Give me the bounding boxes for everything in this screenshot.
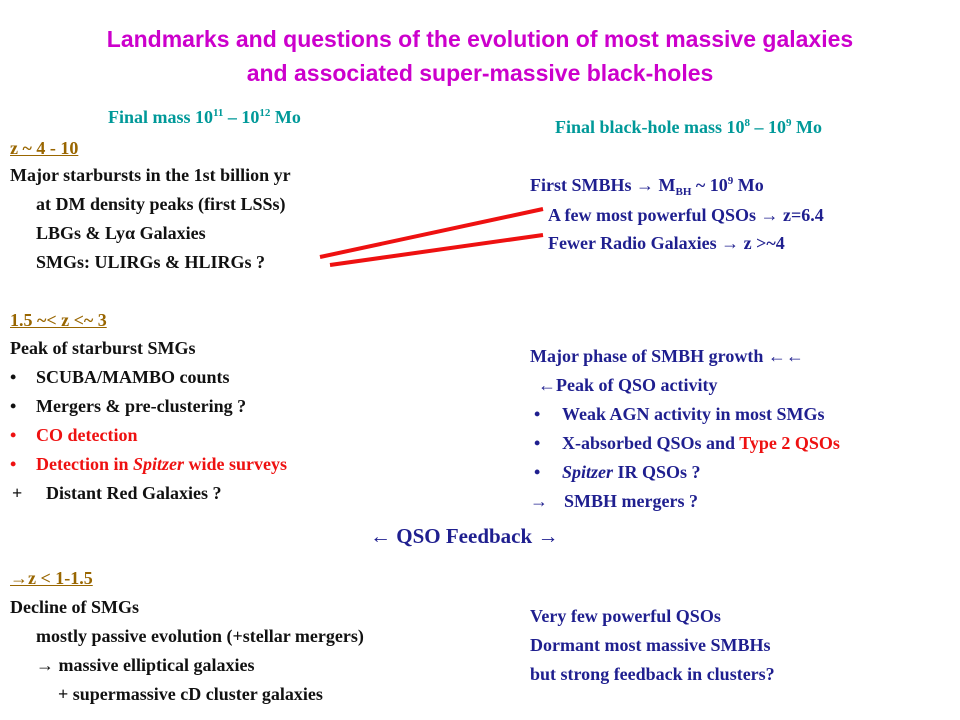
qso-peak-line: ←Peak of QSO activity	[538, 375, 718, 395]
era3-label: →z < 1-1.5	[10, 568, 93, 588]
era3-line: + supermassive cD cluster galaxies	[58, 684, 323, 704]
low-z-line: Dormant most massive SMBHs	[530, 635, 771, 655]
smbh-growth-line: Major phase of SMBH growth ←←	[530, 346, 804, 366]
right-arrow-icon: →	[10, 568, 28, 588]
smbh-mergers-line: → SMBH mergers ?	[530, 491, 698, 511]
bullet-glyph: •	[534, 404, 541, 424]
low-z-line: Very few powerful QSOs	[530, 606, 721, 626]
era3-line: Decline of SMGs	[10, 597, 139, 617]
left-arrow-icon: ←	[538, 375, 556, 395]
era1-label: z ~ 4 - 10	[10, 138, 79, 158]
era2-bullet: • CO detection	[10, 425, 138, 445]
connector-line	[319, 207, 544, 259]
era1-line: LBGs & Lyα Galaxies	[36, 223, 206, 243]
era2-bullet: • Detection in Spitzer wide surveys	[10, 454, 287, 474]
bullet-glyph: •	[10, 367, 17, 387]
era1-line: SMGs: ULIRGs & HLIRGs ?	[36, 252, 266, 272]
qso-feedback: ← QSO Feedback →	[370, 524, 559, 548]
right-heading: Final black-hole mass 108 – 109 Mo	[555, 117, 823, 137]
era2-plus-line: + Distant Red Galaxies ?	[12, 483, 222, 503]
era3-line: → massive elliptical galaxies	[36, 655, 255, 675]
right-arrow-icon: →	[760, 205, 779, 225]
smbh-qso-line: A few most powerful QSOs → z=6.4	[548, 205, 824, 225]
bullet-glyph: •	[10, 454, 17, 474]
bullet-glyph: •	[534, 433, 541, 453]
era3-line: mostly passive evolution (+stellar merge…	[36, 626, 364, 646]
connector-line	[329, 233, 544, 267]
right-arrow-icon: →	[537, 524, 559, 548]
page-title-line2: and associated super-massive black-holes	[246, 60, 714, 86]
era2-heading: Peak of starburst SMGs	[10, 338, 196, 358]
right-arrow-icon: →	[721, 233, 740, 253]
era2-label: 1.5 ~< z <~ 3	[10, 310, 107, 330]
smbh-first-line: First SMBHs → MBH ~ 109 Mo	[530, 175, 764, 198]
right-arrow-icon: →	[530, 491, 548, 511]
left-arrows-icon: ←←	[767, 346, 804, 366]
page-title-line1: Landmarks and questions of the evolution…	[106, 26, 854, 52]
bullet-glyph: •	[534, 462, 541, 482]
bullet-glyph: •	[10, 425, 17, 445]
smbh-bullet: • X-absorbed QSOs and Type 2 QSOs	[534, 433, 840, 453]
left-arrow-icon: ←	[370, 524, 391, 548]
smbh-bullet: • Weak AGN activity in most SMGs	[534, 404, 825, 424]
era1-line: Major starbursts in the 1st billion yr	[10, 165, 291, 185]
bullet-glyph: •	[10, 396, 17, 416]
smbh-bullet: • Spitzer IR QSOs ?	[534, 462, 701, 482]
era2-bullet: • Mergers & pre-clustering ?	[10, 396, 247, 416]
right-arrow-icon: →	[636, 175, 654, 195]
era2-bullet: • SCUBA/MAMBO counts	[10, 367, 230, 387]
era1-line: at DM density peaks (first LSSs)	[36, 194, 286, 214]
smbh-radio-line: Fewer Radio Galaxies → z >~4	[548, 233, 785, 253]
right-arrow-icon: →	[36, 655, 54, 675]
low-z-line: but strong feedback in clusters?	[530, 664, 775, 684]
left-heading: Final mass 1011 – 1012 Mo	[108, 107, 301, 127]
